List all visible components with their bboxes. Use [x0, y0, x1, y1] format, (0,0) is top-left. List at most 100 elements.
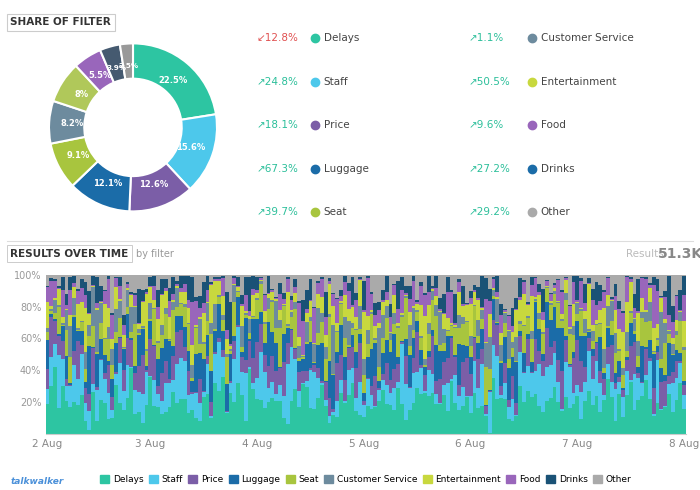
Bar — [141, 328, 145, 329]
Bar — [53, 298, 57, 300]
Bar — [304, 344, 309, 371]
Bar — [530, 277, 533, 285]
Bar — [663, 291, 667, 297]
Bar — [209, 371, 214, 401]
Bar — [88, 346, 91, 394]
Bar — [125, 307, 130, 314]
Bar — [122, 347, 125, 348]
Bar — [351, 305, 354, 307]
Bar — [61, 341, 64, 359]
Bar — [381, 374, 385, 381]
Text: Price: Price — [323, 120, 349, 130]
Bar — [103, 304, 106, 338]
Bar — [293, 348, 297, 349]
Bar — [659, 295, 663, 297]
Bar — [465, 322, 469, 345]
Bar — [365, 379, 370, 406]
Bar — [538, 275, 541, 284]
Bar — [393, 369, 396, 388]
Bar — [99, 302, 103, 303]
Bar — [591, 356, 594, 379]
Bar — [496, 323, 499, 325]
Bar — [484, 299, 488, 342]
Bar — [499, 304, 503, 315]
Bar — [587, 338, 591, 351]
Bar — [80, 395, 83, 434]
Bar — [510, 326, 514, 332]
Bar — [118, 299, 122, 301]
Bar — [454, 327, 457, 328]
Bar — [389, 333, 393, 340]
Bar — [407, 312, 412, 325]
Bar — [594, 342, 598, 343]
Bar — [484, 277, 488, 299]
Bar — [438, 404, 442, 434]
Bar — [556, 402, 560, 434]
Bar — [518, 324, 522, 331]
Bar — [678, 353, 682, 361]
Bar — [122, 275, 125, 315]
Bar — [659, 410, 663, 434]
Bar — [167, 340, 172, 342]
Bar — [83, 382, 88, 388]
Bar — [419, 338, 423, 349]
Bar — [538, 284, 541, 292]
Bar — [346, 310, 351, 320]
Bar — [198, 344, 202, 353]
Bar — [594, 275, 598, 282]
Bar — [91, 346, 95, 348]
Bar — [488, 301, 491, 314]
Bar — [214, 277, 217, 279]
Bar — [156, 319, 160, 342]
Bar — [61, 291, 64, 318]
Bar — [80, 354, 83, 395]
Bar — [435, 296, 438, 305]
Bar — [236, 277, 240, 286]
Bar — [125, 314, 130, 338]
Bar — [256, 276, 259, 290]
Bar — [297, 358, 301, 361]
Bar — [156, 290, 160, 307]
Bar — [682, 350, 686, 382]
Bar — [194, 328, 198, 354]
Bar — [549, 347, 552, 365]
Bar — [552, 285, 557, 289]
Bar — [286, 277, 290, 279]
Bar — [377, 401, 381, 434]
Bar — [564, 300, 568, 336]
Bar — [598, 285, 602, 301]
Bar — [675, 275, 678, 295]
Wedge shape — [100, 45, 125, 83]
Bar — [617, 349, 621, 351]
Bar — [221, 315, 225, 320]
Bar — [526, 304, 530, 305]
Bar — [423, 375, 427, 392]
Bar — [473, 305, 476, 306]
Bar — [633, 275, 636, 294]
Bar — [304, 343, 309, 344]
Bar — [610, 382, 614, 396]
Bar — [496, 398, 499, 434]
Bar — [580, 361, 583, 392]
Bar — [293, 275, 297, 279]
Bar — [381, 390, 385, 434]
Bar — [404, 420, 407, 434]
Bar — [370, 386, 373, 395]
Bar — [598, 370, 602, 383]
Bar — [175, 281, 179, 284]
Bar — [316, 294, 320, 308]
Bar — [636, 279, 641, 311]
Bar — [278, 320, 282, 328]
Text: 2.5%: 2.5% — [118, 63, 139, 69]
Bar — [274, 300, 278, 328]
Bar — [377, 302, 381, 310]
Bar — [541, 332, 545, 334]
Bar — [301, 300, 304, 321]
Bar — [88, 313, 91, 315]
Bar — [499, 386, 503, 395]
Bar — [141, 275, 145, 290]
Bar — [617, 351, 621, 361]
Bar — [153, 286, 156, 300]
Bar — [358, 306, 362, 329]
Bar — [370, 409, 373, 434]
